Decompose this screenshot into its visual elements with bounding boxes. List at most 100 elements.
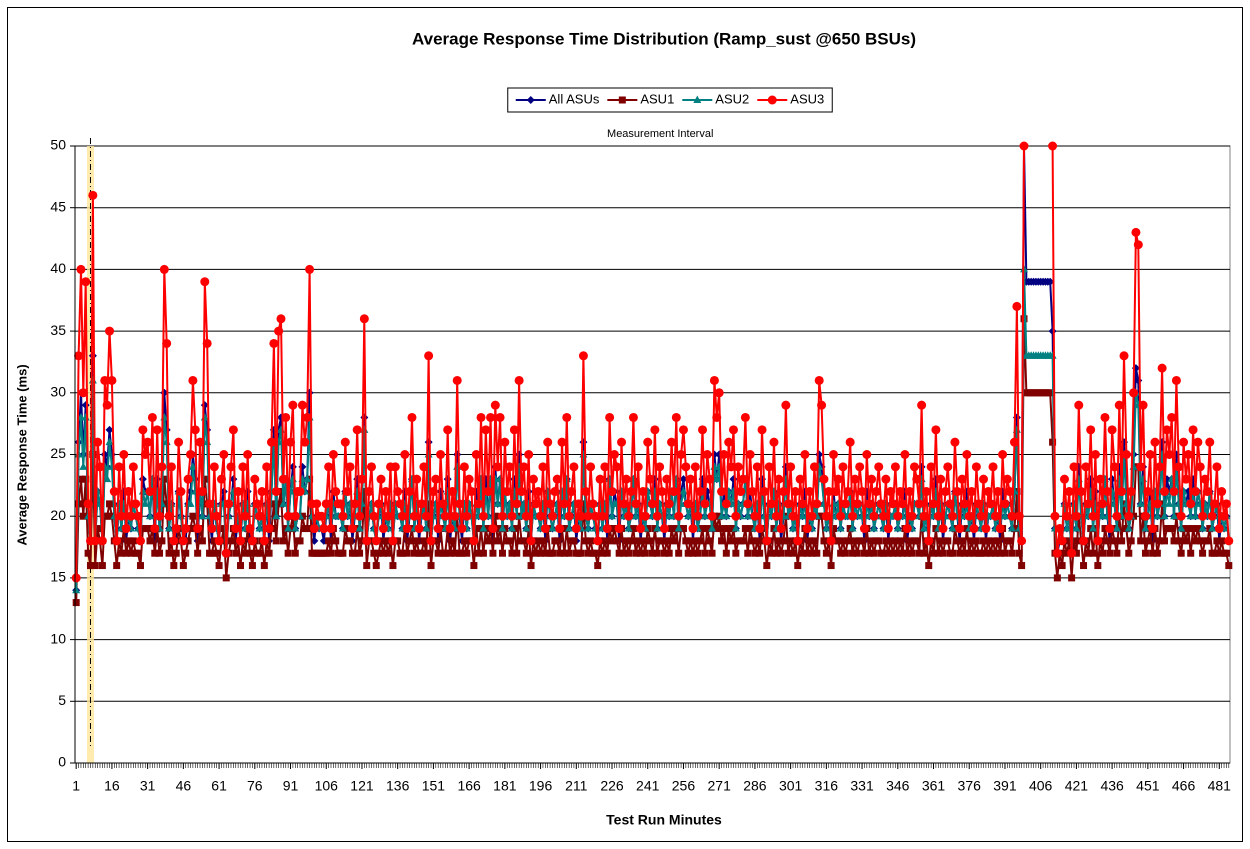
data-point [517, 487, 527, 497]
data-point [105, 437, 114, 446]
data-point [539, 537, 547, 545]
data-point [1080, 562, 1088, 570]
data-point [988, 462, 998, 472]
data-point [367, 537, 375, 545]
data-point [1086, 425, 1096, 435]
data-point [198, 511, 207, 520]
data-point [209, 462, 219, 472]
data-point [1001, 549, 1009, 557]
data-point [867, 474, 877, 484]
data-point [725, 525, 733, 533]
data-point [200, 277, 210, 287]
x-tick-label: 166 [457, 778, 481, 794]
x-tick-label: 136 [386, 778, 410, 794]
data-point [1005, 487, 1015, 497]
data-point [948, 524, 957, 532]
data-point [783, 499, 793, 509]
data-point [547, 511, 557, 521]
data-point [882, 537, 890, 545]
data-point [700, 511, 709, 520]
data-point [1133, 240, 1143, 250]
x-tick-label: 256 [672, 778, 696, 794]
data-point [264, 524, 274, 534]
data-point [895, 487, 905, 497]
data-point [1118, 537, 1126, 545]
data-point [1140, 511, 1150, 521]
data-point [655, 462, 665, 472]
data-point [682, 537, 690, 545]
data-point [1194, 525, 1202, 533]
y-tick-label: 0 [58, 754, 66, 770]
data-point [739, 537, 747, 545]
data-point [370, 549, 378, 557]
data-point [781, 400, 791, 410]
data-point [355, 524, 364, 532]
data-point [962, 450, 972, 459]
data-point [76, 264, 86, 274]
data-point [248, 562, 256, 570]
x-tick-label: 211 [565, 778, 588, 794]
data-point [1067, 548, 1077, 558]
data-point [1007, 511, 1017, 521]
data-point [296, 537, 304, 545]
data-point [944, 537, 952, 545]
x-tick-label: 436 [1100, 778, 1124, 794]
data-point [170, 562, 178, 570]
data-point [763, 562, 771, 570]
data-point [421, 511, 431, 521]
data-point [172, 549, 180, 557]
data-point [255, 511, 265, 521]
data-point [490, 400, 500, 410]
data-point [621, 474, 631, 484]
data-point [1074, 400, 1084, 410]
data-point [679, 487, 688, 495]
data-point [1160, 511, 1169, 520]
data-point [848, 524, 857, 532]
y-tick-label: 35 [50, 322, 66, 338]
y-tick-label: 10 [50, 630, 66, 646]
data-point [581, 487, 591, 497]
data-point [1141, 549, 1149, 557]
data-point [1052, 548, 1062, 558]
data-point [124, 487, 134, 497]
data-point [798, 511, 807, 520]
data-point [1162, 425, 1172, 435]
data-point [1168, 525, 1176, 533]
data-point [438, 499, 448, 509]
data-point [125, 537, 133, 545]
data-point [83, 499, 93, 509]
data-point [269, 338, 279, 348]
data-point [291, 549, 299, 557]
data-point [971, 462, 981, 472]
data-point [1153, 549, 1161, 557]
data-point [1177, 524, 1186, 532]
data-point [984, 537, 992, 545]
data-point [219, 450, 229, 459]
data-point [759, 487, 769, 497]
data-point [768, 549, 776, 557]
data-point [384, 549, 392, 557]
data-point [1129, 388, 1139, 398]
data-point [193, 524, 203, 534]
data-point [645, 474, 655, 484]
data-point [743, 499, 753, 509]
data-point [805, 487, 815, 497]
data-point [165, 524, 174, 532]
data-point [324, 462, 334, 472]
data-point [687, 537, 695, 545]
data-point [822, 524, 831, 532]
data-point [562, 412, 572, 422]
data-point [665, 549, 673, 557]
legend-item: ASU1 [607, 91, 674, 106]
data-point [624, 524, 633, 532]
data-point [479, 549, 487, 557]
data-point [364, 487, 374, 497]
data-point [991, 549, 999, 557]
data-point [597, 511, 607, 521]
data-point [352, 425, 362, 435]
data-point [908, 549, 916, 557]
data-point [183, 474, 193, 484]
data-point [1063, 549, 1071, 557]
data-point [71, 573, 81, 583]
data-point [522, 524, 531, 532]
